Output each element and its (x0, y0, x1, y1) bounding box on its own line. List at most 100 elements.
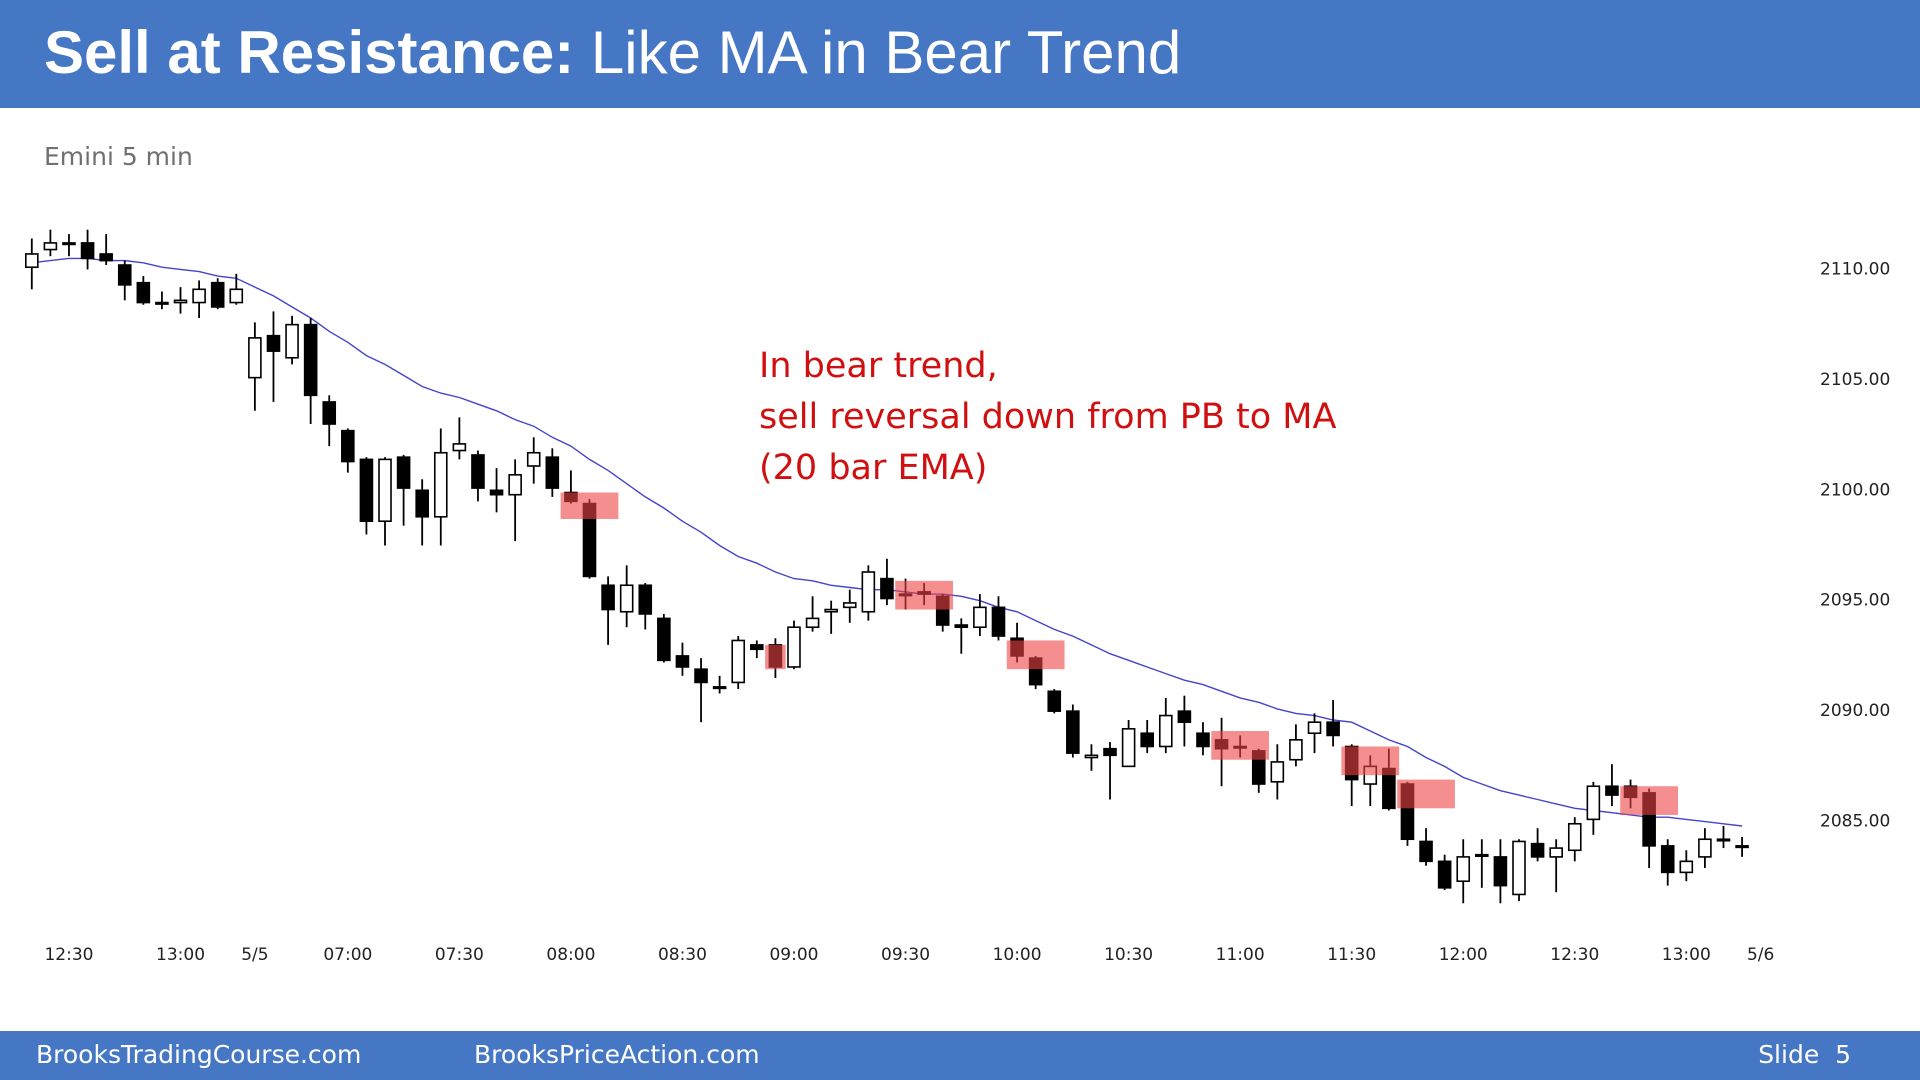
y-tick-label: 2085.00 (1820, 812, 1890, 832)
candle-body (1679, 860, 1694, 874)
chart: Emini 5 min 2085.00 2090.00 2095.00 2100.00… (24, 142, 1890, 965)
x-tick-label: 08:00 (546, 945, 595, 965)
candle-body (359, 458, 374, 523)
y-tick-label: 2100.00 (1820, 480, 1890, 500)
candle-body (638, 584, 653, 615)
candle-body (973, 606, 987, 629)
y-tick-label: 2110.00 (1820, 259, 1890, 279)
candle-body (675, 655, 690, 668)
signal-highlight (895, 580, 954, 610)
candle-body (415, 489, 429, 518)
candle-body (508, 474, 522, 496)
candle-body (731, 639, 746, 684)
candle-body (824, 608, 838, 613)
candle-body (1567, 822, 1582, 852)
title-rest: Like MA in Bear Trend (590, 19, 1182, 86)
footer-middle: BrooksPriceAction.com (474, 1040, 760, 1069)
candle-body (805, 617, 820, 629)
footer-left: BrooksTradingCourse.com (36, 1040, 362, 1069)
x-tick-label: 10:00 (993, 945, 1042, 965)
header: Sell at Resistance: Like MA in Bear Tren… (0, 0, 1920, 108)
x-tick-label: 13:00 (156, 945, 205, 965)
candle-body (694, 668, 708, 684)
candle-body (712, 686, 727, 690)
candle-body (1177, 710, 1192, 723)
signal-highlight (1397, 779, 1455, 809)
x-tick-label: 5/5 (241, 945, 268, 965)
candle-body (192, 288, 206, 304)
candle-body (489, 489, 504, 496)
candle-body (24, 253, 39, 269)
x-tick-label: 5/6 (1747, 945, 1774, 965)
candle-body (248, 337, 262, 379)
candle-body (173, 299, 188, 304)
candle-body (471, 454, 485, 489)
candle-body (1158, 714, 1173, 748)
candle-body (1475, 853, 1489, 858)
candle-body (1289, 739, 1303, 761)
x-tick-label: 08:30 (658, 945, 707, 965)
x-tick-label: 12:30 (1550, 945, 1599, 965)
title: Sell at Resistance: Like MA in Bear Tren… (44, 18, 1181, 87)
signal-highlight (560, 492, 619, 519)
candle-body (861, 571, 876, 613)
x-tick-label: 07:30 (435, 945, 484, 965)
signal-highlight (1341, 746, 1400, 776)
x-tick-label: 09:00 (769, 945, 818, 965)
candle-body (526, 451, 541, 467)
candle-body (842, 602, 857, 609)
candle-body (43, 242, 58, 251)
x-tick-label: 12:30 (44, 945, 93, 965)
candle-body (62, 242, 76, 246)
candle-body (1196, 732, 1210, 748)
candle-body (1716, 838, 1731, 842)
candle-body (1456, 856, 1471, 883)
candle-body (303, 323, 318, 397)
title-bold: Sell at Resistance: (44, 19, 575, 86)
signal-highlight (1006, 640, 1065, 670)
candle-body (1437, 860, 1452, 889)
candle-body (1586, 785, 1601, 821)
candle-body (210, 281, 225, 308)
candle-body (1549, 847, 1563, 858)
signal-highlight (1211, 731, 1270, 760)
candle-body (1047, 690, 1062, 712)
candle-body (601, 584, 615, 611)
candle-body (750, 644, 764, 651)
candle-body (378, 458, 392, 523)
annotation: sell reversal down from PB to MA (759, 397, 1337, 437)
candle-body (433, 451, 448, 518)
candle-body (1270, 761, 1285, 783)
candle-body (787, 626, 801, 668)
x-tick-label: 11:00 (1216, 945, 1265, 965)
candle-body (1103, 747, 1117, 757)
candle-body (1084, 754, 1099, 759)
candle-body (1512, 840, 1526, 896)
chart-subtitle: Emini 5 min (44, 142, 193, 171)
candle-body (452, 443, 467, 452)
candle-body (396, 456, 411, 489)
x-tick-label: 11:30 (1327, 945, 1376, 965)
candle-body (1660, 845, 1675, 874)
slide-number: Slide 5 (1758, 1040, 1851, 1069)
candle-body (99, 253, 113, 262)
footer: BrooksTradingCourse.com BrooksPriceActio… (0, 1031, 1920, 1080)
candle-body (285, 323, 299, 359)
signal-highlight (765, 644, 786, 670)
candle-body (1121, 728, 1136, 768)
x-tick-label: 09:30 (881, 945, 930, 965)
annotation: (20 bar EMA) (759, 448, 987, 488)
x-tick-label: 10:30 (1104, 945, 1153, 965)
candle-body (1493, 856, 1508, 887)
y-tick-label: 2105.00 (1820, 370, 1890, 390)
candle-body (880, 577, 894, 600)
candle-body (1605, 785, 1619, 796)
candle-body (155, 301, 169, 305)
signal-highlight (1620, 786, 1679, 815)
candle-body (1419, 840, 1433, 863)
y-tick-label: 2090.00 (1820, 701, 1890, 721)
candle-body (117, 264, 132, 286)
candle-body (1735, 845, 1749, 849)
x-tick-label: 07:00 (323, 945, 372, 965)
